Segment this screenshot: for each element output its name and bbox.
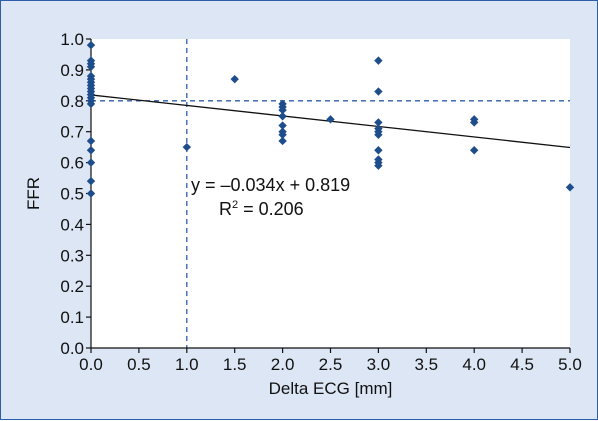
data-point	[374, 130, 383, 139]
data-point	[374, 87, 383, 96]
data-point	[278, 136, 287, 146]
y-tick-label: 1.0	[60, 30, 84, 49]
data-point	[278, 112, 287, 121]
data-point	[86, 176, 96, 186]
y-tick-label: 0.8	[60, 92, 84, 111]
data-point	[86, 189, 96, 198]
data-point	[86, 136, 96, 146]
y-tick-label: 0.6	[60, 154, 84, 173]
y-tick-label: 0.4	[60, 215, 84, 234]
x-axis-label: Delta ECG [mm]	[269, 379, 393, 398]
data-point	[278, 105, 287, 115]
x-tick-label: 2.5	[319, 355, 343, 374]
data-point	[86, 99, 96, 109]
data-point	[374, 118, 383, 127]
data-point	[470, 118, 479, 127]
x-tick-label: 3.5	[414, 355, 438, 374]
x-tick-label: 2.0	[271, 355, 295, 374]
data-point	[374, 146, 383, 155]
x-tick-label: 1.0	[175, 355, 199, 374]
data-points	[86, 40, 575, 198]
data-point	[86, 158, 96, 167]
r-squared-exponent: 2	[232, 199, 238, 211]
x-tick-label: 0.5	[127, 355, 151, 374]
data-point	[326, 115, 335, 124]
data-point	[278, 130, 287, 139]
y-tick-label: 0.3	[60, 246, 84, 265]
y-tick-label: 0.9	[60, 61, 84, 80]
y-axis-label: FFR	[24, 177, 43, 210]
data-point	[86, 40, 96, 50]
y-tick-label: 0.5	[60, 185, 84, 204]
y-tick-label: 0.7	[60, 123, 84, 142]
data-point	[374, 56, 383, 65]
y-tick-label: 0.1	[60, 308, 84, 327]
r-squared-value: = 0.206	[238, 199, 304, 219]
data-point	[182, 142, 191, 152]
data-point	[374, 161, 383, 170]
data-point	[470, 146, 479, 155]
reference-lines	[91, 39, 570, 348]
data-point	[86, 62, 96, 72]
y-tick-label: 0.0	[60, 339, 84, 358]
x-tick-label: 4.0	[462, 355, 486, 374]
y-tick-label: 0.2	[60, 277, 84, 296]
data-point	[86, 146, 96, 155]
data-point	[230, 74, 239, 84]
plot-area	[91, 39, 570, 348]
data-point	[278, 121, 287, 130]
x-tick-label: 0.0	[79, 355, 103, 374]
data-point	[565, 183, 575, 192]
x-tick-label: 4.5	[510, 355, 534, 374]
trendline-equation: y = –0.034x + 0.819	[191, 175, 350, 195]
r-squared-label: R2 = 0.206	[219, 199, 304, 219]
x-tick-label: 5.0	[558, 355, 582, 374]
x-tick-label: 1.5	[223, 355, 247, 374]
r-squared-base: R	[219, 199, 232, 219]
x-tick-label: 3.0	[367, 355, 391, 374]
